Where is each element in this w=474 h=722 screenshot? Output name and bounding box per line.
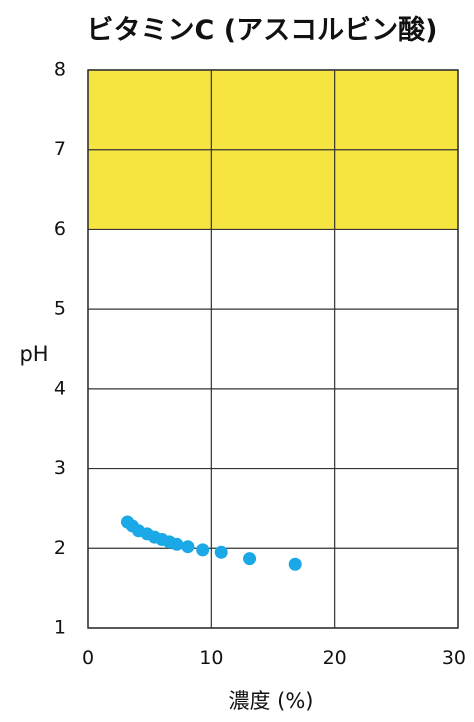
data-points [120, 515, 302, 571]
data-point [181, 540, 195, 554]
x-tick-label: 0 [82, 647, 94, 669]
data-point [214, 545, 228, 559]
y-tick-label: 6 [54, 218, 66, 240]
x-tick-label: 30 [442, 647, 466, 669]
chart-title: ビタミンC (アスコルビン酸) [87, 15, 438, 46]
x-tick-label: 20 [323, 647, 347, 669]
data-point [243, 552, 257, 566]
data-point [288, 557, 302, 571]
plot-area [87, 69, 459, 629]
y-tick-label: 1 [54, 617, 66, 639]
data-point [196, 543, 210, 557]
data-point [170, 537, 184, 551]
axis-ticks: 1 2 3 4 5 6 7 8 0 10 20 30 [54, 59, 466, 670]
y-axis-label: pH [19, 342, 48, 366]
plot-frame [87, 69, 459, 629]
x-tick-label: 10 [199, 647, 223, 669]
y-tick-label: 5 [54, 298, 66, 320]
x-axis-label: 濃度 (%) [228, 689, 313, 713]
y-tick-label: 8 [54, 59, 66, 81]
y-tick-label: 3 [54, 457, 66, 479]
y-tick-label: 4 [54, 377, 66, 399]
y-tick-label: 2 [54, 537, 66, 559]
y-tick-label: 7 [54, 138, 66, 160]
